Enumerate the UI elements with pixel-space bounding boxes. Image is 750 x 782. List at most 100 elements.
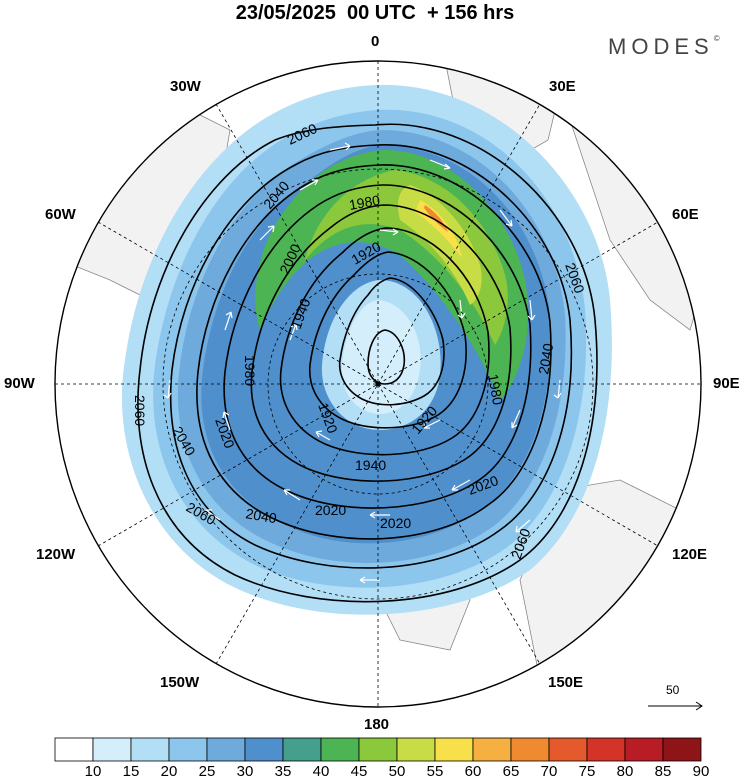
wind-arrow [205, 509, 221, 521]
colorbar-tick-label: 75 [578, 763, 596, 780]
colorbar-swatch [244, 737, 284, 762]
contour-label: 1940 [355, 457, 386, 473]
longitude-label-90w: 90W [4, 375, 35, 392]
colorbar-swatch [54, 737, 94, 762]
colorbar-swatch [510, 737, 550, 762]
colorbar-swatch [130, 737, 170, 762]
colorbar-tick-label: 50 [388, 763, 406, 780]
map-fields [55, 61, 701, 707]
longitude-label-30w: 30W [170, 78, 201, 95]
colorbar-tick-label: 15 [122, 763, 140, 780]
shade-core-inner [341, 300, 421, 415]
contour-2000 [223, 184, 532, 509]
colorbar-tick-label: 45 [350, 763, 368, 780]
wind-arrow [289, 323, 298, 341]
colorbar-tick-label: 35 [274, 763, 292, 780]
colorbar-tick-label: 85 [654, 763, 672, 780]
wind-arrow [222, 411, 231, 431]
shade-70 [424, 205, 448, 232]
wind-arrow [315, 430, 331, 441]
colorbar-tick-label: 80 [616, 763, 634, 780]
wind-arrow [283, 489, 301, 501]
wind-arrow [379, 228, 399, 236]
colorbar-tick-label: 60 [464, 763, 482, 780]
contour-1980 [250, 204, 512, 482]
wind-scale-label: 50 [666, 683, 680, 697]
colorbar-tick-label: 10 [84, 763, 102, 780]
wind-arrow [359, 576, 380, 584]
parallel-40 [162, 168, 594, 600]
colorbar-tick-label: 55 [426, 763, 444, 780]
brand-name: MODES [608, 34, 714, 59]
wind-arrow [451, 479, 471, 491]
contour-1920 [338, 277, 445, 406]
contour-2020 [196, 164, 552, 540]
map-title: 23/05/2025 00 UTC + 156 hrs [235, 2, 515, 24]
contour-2060 [137, 123, 598, 603]
wind-arrow [329, 142, 351, 151]
longitude-label-60e: 60E [672, 206, 699, 223]
wind-arrow [299, 179, 319, 191]
colorbar [54, 737, 702, 762]
contour-label: 1980 [485, 373, 506, 407]
colorbar-swatch [206, 737, 246, 762]
longitude-label-120e: 120E [672, 546, 708, 563]
wind-arrow [527, 299, 536, 321]
contour-label: 2020 [315, 502, 346, 518]
shade-55 [398, 185, 482, 305]
wind-arrow [499, 209, 513, 227]
colorbar-swatch [586, 737, 626, 762]
longitude-label-180: 180 [364, 716, 390, 733]
height-contours [137, 123, 598, 603]
contour-label: 2040 [244, 505, 278, 526]
north-pole-marker [375, 381, 381, 387]
colorbar-swatch [168, 737, 208, 762]
colorbar-tick-label: 25 [198, 763, 216, 780]
colorbar-tick-label: 90 [692, 763, 710, 780]
longitude-label-60w: 60W [45, 206, 76, 223]
longitude-label-120w: 120W [36, 546, 76, 563]
longitude-label-150w: 150W [160, 674, 200, 691]
longitude-label-30e: 30E [549, 78, 576, 95]
colorbar-tick-label: 40 [312, 763, 330, 780]
colorbar-swatch [548, 737, 588, 762]
wind-arrow [515, 519, 531, 533]
longitude-label-150e: 150E [548, 674, 584, 691]
wind-arrow [423, 419, 441, 429]
colorbar-swatch [434, 737, 474, 762]
colorbar-swatch [624, 737, 664, 762]
colorbar-swatch [282, 737, 322, 762]
contour-label: 2040 [535, 342, 556, 376]
colorbar-swatch [320, 737, 360, 762]
wind-arrow [553, 379, 562, 399]
colorbar-tick-label: 70 [540, 763, 558, 780]
brand-logo: MODES© [608, 34, 720, 60]
wind-arrow [511, 409, 521, 429]
longitude-label-0: 0 [371, 33, 380, 50]
colorbar-tick-label: 20 [160, 763, 178, 780]
contour-2040 [169, 144, 573, 569]
wind-arrow [457, 299, 466, 319]
graticule [55, 61, 701, 707]
colorbar-swatch [358, 737, 398, 762]
contour-label: 1980 [348, 192, 382, 213]
colorbar-tick-label: 65 [502, 763, 520, 780]
wind-arrow [259, 225, 275, 241]
colorbar-swatch [662, 737, 702, 762]
contour-1940 [308, 251, 467, 429]
colorbar-swatch [396, 737, 436, 762]
colorbar-swatch [472, 737, 512, 762]
contour-label: 1980 [242, 355, 258, 386]
contour-label: 2020 [380, 515, 411, 531]
colorbar-swatch [92, 737, 132, 762]
contour-labels: 2060 2060 2060 2060 2060 2040 2040 2040 … [132, 120, 588, 561]
wind-scale-arrow [648, 701, 703, 711]
map-border [54, 60, 702, 708]
wind-arrow [429, 159, 451, 170]
contour-1960 [279, 227, 490, 456]
wind-arrow [163, 379, 172, 399]
longitude-label-90e: 90E [713, 375, 740, 392]
wind-arrow [224, 311, 233, 331]
contour-label: 2060 [132, 395, 148, 426]
